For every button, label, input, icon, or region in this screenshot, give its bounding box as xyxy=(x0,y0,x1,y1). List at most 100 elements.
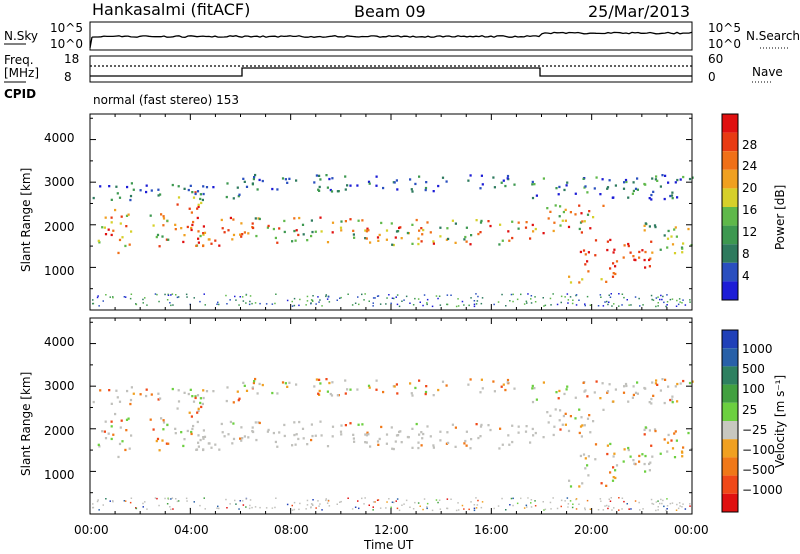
velocity-cell xyxy=(202,436,205,439)
power-cell xyxy=(128,243,131,246)
velocity-cell xyxy=(195,448,198,451)
velocity-cell xyxy=(654,429,657,433)
power-cell xyxy=(196,207,199,210)
power-cell xyxy=(235,299,237,301)
power-cell xyxy=(555,187,558,190)
power-cell xyxy=(358,303,360,306)
velocity-cell xyxy=(550,508,552,510)
power-cell xyxy=(239,233,242,236)
velocity-cell xyxy=(426,425,429,428)
power-cell xyxy=(678,298,681,300)
velocity-cell xyxy=(156,437,160,441)
power-cell xyxy=(631,192,634,195)
power-cell xyxy=(479,221,483,224)
velocity-cell xyxy=(502,383,505,386)
velocity-cell xyxy=(344,379,347,382)
velocity-cell xyxy=(431,509,434,512)
velocity-cell xyxy=(226,386,229,389)
velocity-cell xyxy=(229,420,232,424)
power-cell xyxy=(329,188,332,192)
velocity-cell xyxy=(286,503,289,506)
power-cell xyxy=(377,295,380,297)
velocity-cell xyxy=(691,380,694,383)
velocity-cell xyxy=(681,506,683,508)
power-cell xyxy=(336,299,338,301)
power-cell xyxy=(651,177,654,180)
velocity-cell xyxy=(249,499,252,501)
velocity-cell xyxy=(152,428,155,431)
power-cell xyxy=(110,216,113,219)
power-cell xyxy=(190,228,193,232)
velocity-cell xyxy=(587,455,590,458)
velocity-cell xyxy=(579,454,582,458)
velocity-cell xyxy=(593,391,596,394)
power-cell xyxy=(423,294,426,296)
velocity-cell xyxy=(245,389,249,392)
velocity-cell xyxy=(398,430,401,434)
power-cell xyxy=(103,226,106,229)
velocity-cell xyxy=(190,415,193,418)
power-cell xyxy=(578,281,581,284)
velocity-cell xyxy=(326,390,329,393)
power-cell xyxy=(98,305,100,307)
power-cell xyxy=(317,296,319,298)
velocity-cell xyxy=(671,395,674,398)
velocity-cell xyxy=(399,430,402,433)
velocity-cell xyxy=(132,392,135,395)
velocity-cell xyxy=(150,393,153,396)
power-cell xyxy=(120,215,123,218)
velocity-cell xyxy=(606,504,608,507)
velocity-cell xyxy=(643,433,646,436)
velocity-cell xyxy=(565,388,568,391)
velocity-cell xyxy=(611,479,615,482)
power-cell xyxy=(569,296,572,298)
velocity-cell xyxy=(410,392,413,395)
velocity-cell xyxy=(627,446,630,450)
power-cell xyxy=(372,297,375,299)
power-cell xyxy=(385,303,387,305)
power-cell xyxy=(261,179,264,183)
power-cell xyxy=(580,231,583,234)
power-cell xyxy=(374,297,376,299)
velocity-cell xyxy=(473,507,476,510)
power-cell xyxy=(627,244,630,248)
power-cell xyxy=(504,184,507,188)
velocity-cell xyxy=(506,378,510,382)
power-cbar-tick-4: 4 xyxy=(742,269,750,283)
power-cell xyxy=(361,219,364,222)
power-cell xyxy=(135,303,138,306)
power-cell xyxy=(409,302,411,304)
power-cell xyxy=(549,297,552,300)
velocity-cell xyxy=(242,504,245,506)
power-cell xyxy=(531,196,535,200)
velocity-cell xyxy=(116,396,119,399)
power-cell xyxy=(600,278,603,281)
power-cell xyxy=(196,190,200,193)
velocity-cell xyxy=(679,505,681,507)
power-cell xyxy=(349,184,352,187)
power-cell xyxy=(517,227,520,230)
power-cell xyxy=(405,295,408,298)
power-cell xyxy=(654,178,657,181)
noise-panel-frame xyxy=(89,21,693,51)
power-cell xyxy=(533,183,536,186)
velocity-cell xyxy=(243,384,246,387)
power-cell xyxy=(197,203,200,206)
velocity-cell xyxy=(202,389,205,392)
velocity-cell xyxy=(366,431,369,434)
velocity-cell xyxy=(661,378,664,381)
velocity-cell xyxy=(676,382,679,386)
velocity-cell xyxy=(382,390,385,394)
power-cell xyxy=(534,227,537,231)
power-cell xyxy=(123,296,126,298)
velocity-cell xyxy=(202,437,205,440)
power-cell xyxy=(687,227,690,231)
power-cell xyxy=(172,304,174,306)
power-cell xyxy=(313,181,316,184)
velocity-cell xyxy=(315,507,317,509)
velocity-cell xyxy=(641,453,644,456)
power-cell xyxy=(464,235,467,239)
power-cell xyxy=(431,305,434,308)
velocity-cell xyxy=(369,445,372,448)
power-cell xyxy=(606,248,609,252)
